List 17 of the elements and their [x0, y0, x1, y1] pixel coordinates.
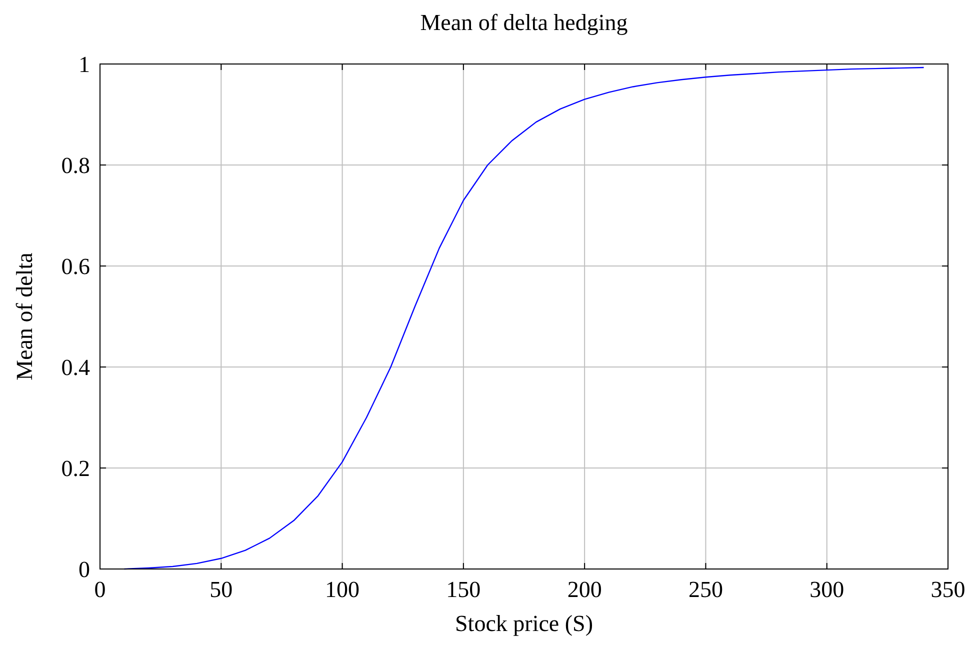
y-tick-label: 0.8	[61, 153, 90, 178]
x-tick-label: 200	[567, 577, 602, 602]
x-tick-label: 150	[446, 577, 481, 602]
y-tick-label: 0	[78, 557, 90, 582]
x-tick-label: 350	[930, 577, 966, 602]
x-tick-label: 100	[325, 577, 360, 602]
x-tick-label: 250	[688, 577, 723, 602]
x-tick-label: 50	[210, 577, 233, 602]
x-tick-label: 300	[810, 577, 844, 602]
x-axis-title: Stock price (S)	[455, 611, 593, 636]
y-tick-label: 0.4	[61, 355, 90, 380]
y-tick-label: 0.2	[61, 456, 90, 481]
x-tick-label: 0	[94, 577, 106, 602]
chart-title: Mean of delta hedging	[420, 10, 628, 35]
y-tick-label: 0.6	[61, 254, 90, 279]
y-tick-label: 1	[78, 52, 90, 77]
y-axis-title: Mean of delta	[12, 252, 37, 380]
